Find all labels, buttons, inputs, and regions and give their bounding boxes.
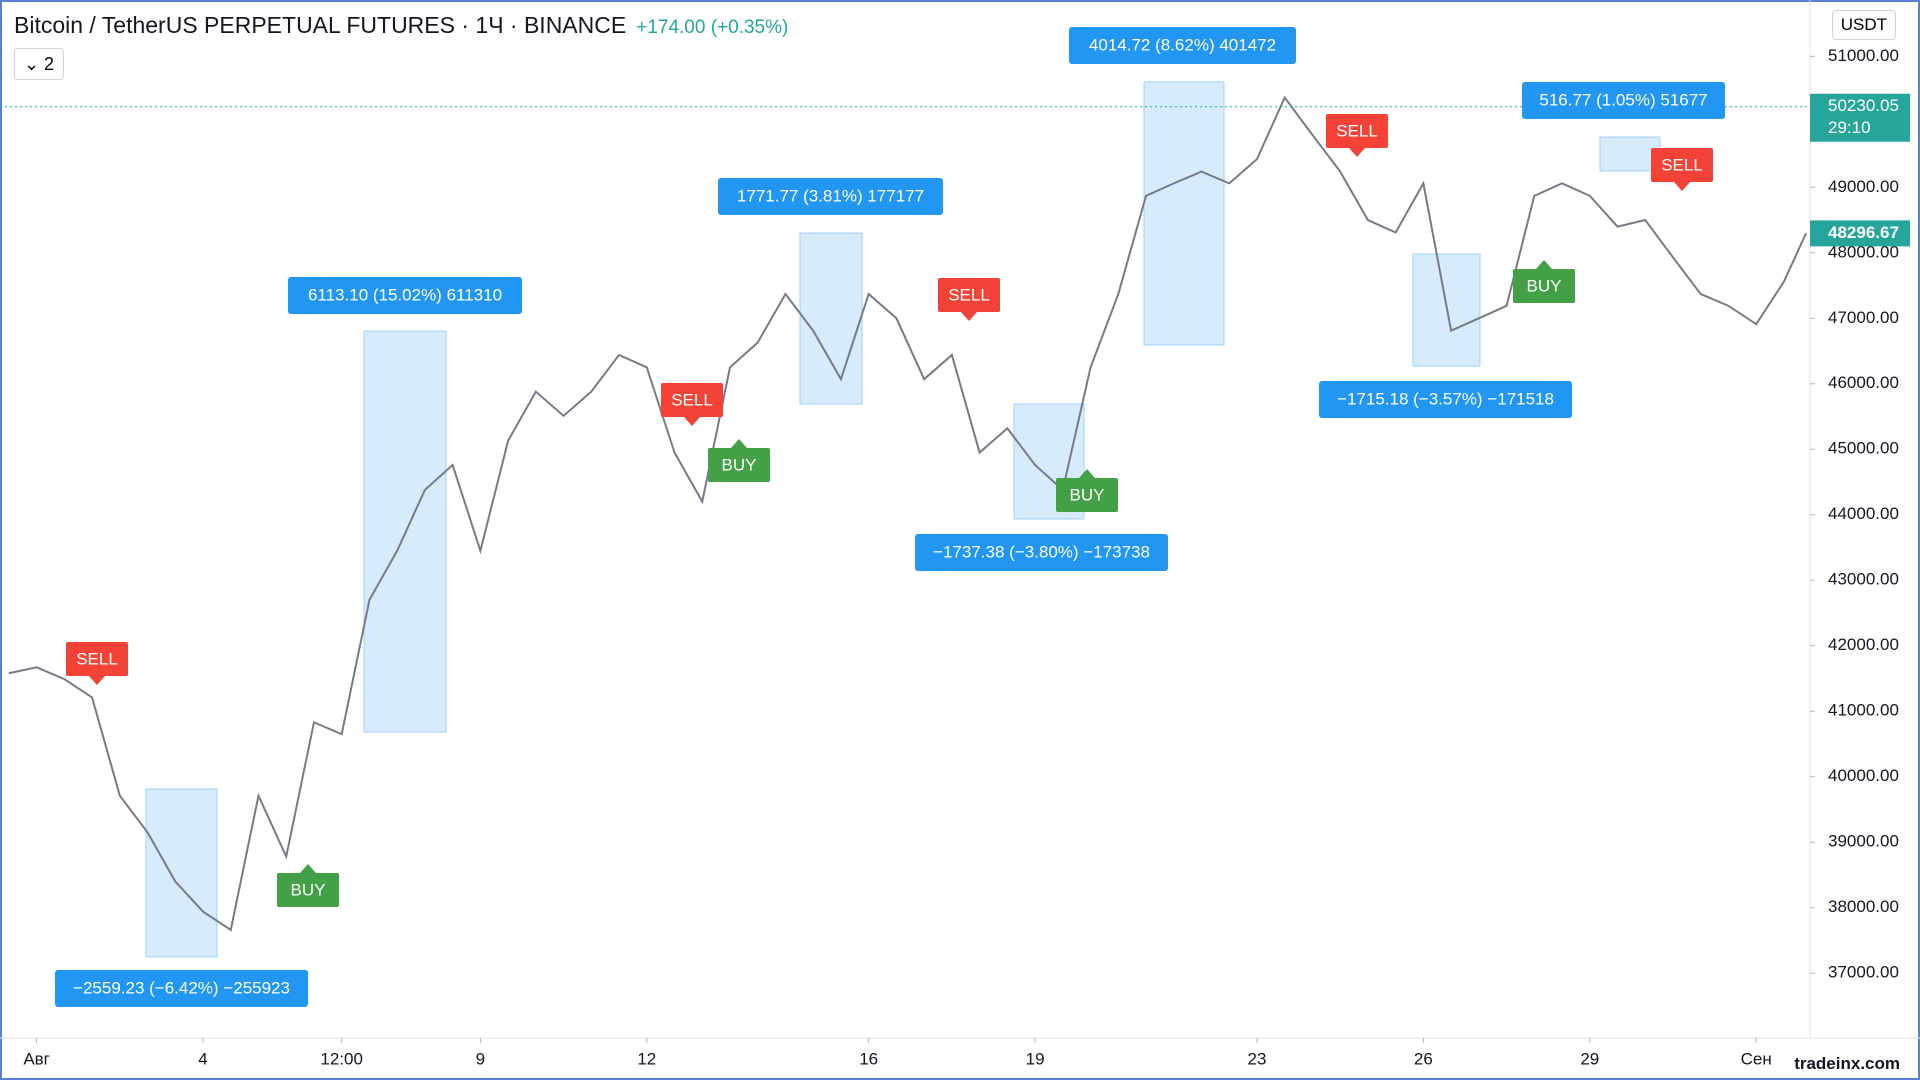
signal-label: SELL	[948, 285, 990, 304]
x-tick-label: 26	[1414, 1049, 1433, 1068]
annotation-label: 516.77 (1.05%) 51677	[1539, 90, 1707, 109]
annotation-label: 1771.77 (3.81%) 177177	[737, 186, 924, 205]
signal-label: SELL	[671, 390, 713, 409]
countdown: 29:10	[1828, 118, 1871, 137]
x-tick-label: 12:00	[320, 1049, 363, 1068]
annotation-box	[55, 970, 308, 1007]
symbol-header: Bitcoin / TetherUS PERPETUAL FUTURES · 1…	[14, 12, 788, 39]
last-price-label: 48296.67	[1828, 223, 1899, 242]
signal-badge	[1651, 148, 1713, 182]
y-tick-label: 41000.00	[1828, 701, 1899, 720]
y-tick-label: 43000.00	[1828, 570, 1899, 589]
signal-label: SELL	[1661, 155, 1703, 174]
signal-badge	[661, 383, 723, 417]
y-tick-label: 37000.00	[1828, 963, 1899, 982]
x-tick-label: 16	[859, 1049, 878, 1068]
last-price-tag	[1810, 220, 1910, 247]
y-tick-label: 39000.00	[1828, 832, 1899, 851]
currency[interactable]: USDT	[1831, 10, 1896, 40]
measure-box	[145, 788, 218, 958]
annotation-label: 6113.10 (15.02%) 611310	[308, 285, 502, 304]
x-tick-label: Авг	[23, 1049, 50, 1068]
signal-badge	[66, 642, 128, 676]
y-tick-label: 40000.00	[1828, 766, 1899, 785]
signal-badge	[1326, 114, 1388, 148]
signal-pointer	[961, 312, 977, 321]
x-tick-label: 29	[1580, 1049, 1599, 1068]
signal-pointer	[1536, 260, 1552, 269]
mark-price-tag	[1810, 93, 1910, 142]
y-tick-label: 46000.00	[1828, 373, 1899, 392]
signal-badge	[277, 873, 339, 907]
annotation-label: 4014.72 (8.62%) 401472	[1089, 35, 1276, 54]
x-tick-label: 4	[198, 1049, 207, 1068]
signal-label: BUY	[722, 455, 757, 474]
mark-price-label: 50230.05	[1828, 96, 1899, 115]
signal-label: BUY	[291, 880, 326, 899]
y-tick-label: 49000.00	[1828, 177, 1899, 196]
signal-pointer	[1349, 148, 1365, 157]
y-tick-label: 45000.00	[1828, 439, 1899, 458]
annotation-label: −1715.18 (−3.57%) −171518	[1337, 389, 1554, 408]
signal-pointer	[684, 417, 700, 426]
annotation-box	[718, 178, 943, 215]
y-tick-label: 47000.00	[1828, 308, 1899, 327]
symbol: Bitcoin / TetherUS PERPETUAL FUTURES · 1…	[14, 12, 627, 38]
y-tick-label: 38000.00	[1828, 897, 1899, 916]
annotation-box	[1069, 27, 1296, 64]
signal-badge	[1513, 269, 1575, 303]
y-tick-label: 48000.00	[1828, 242, 1899, 261]
x-tick-label: Сен	[1741, 1049, 1772, 1068]
signal-pointer	[300, 864, 316, 873]
price-line	[8, 95, 1808, 932]
annotation-box	[1319, 381, 1572, 418]
signal-pointer	[1079, 469, 1095, 478]
annotation-label: −1737.38 (−3.80%) −173738	[933, 542, 1150, 561]
watermark: tradeinx.com	[1794, 1054, 1900, 1073]
signal-label: BUY	[1527, 276, 1562, 295]
indicator-toggle[interactable]: ⌄ 2	[14, 48, 64, 80]
annotation-label: −2559.23 (−6.42%) −255923	[73, 978, 290, 997]
signal-badge	[938, 278, 1000, 312]
change: +174.00 (+0.35%)	[636, 17, 789, 38]
measure-box	[799, 232, 863, 405]
y-tick-label: 51000.00	[1828, 46, 1899, 65]
signal-badge	[708, 448, 770, 482]
signal-pointer	[89, 676, 105, 685]
signal-label: SELL	[1336, 121, 1378, 140]
x-tick-label: 23	[1247, 1049, 1266, 1068]
annotation-box	[288, 277, 522, 314]
measure-box	[363, 330, 447, 733]
x-tick-label: 9	[476, 1049, 485, 1068]
signal-label: BUY	[1070, 485, 1105, 504]
signal-badge	[1056, 478, 1118, 512]
x-tick-label: 12	[637, 1049, 656, 1068]
y-tick-label: 44000.00	[1828, 504, 1899, 523]
signal-label: SELL	[76, 649, 118, 668]
signal-pointer	[731, 439, 747, 448]
signal-pointer	[1674, 182, 1690, 191]
measure-boxes	[145, 81, 1661, 958]
measure-box	[1599, 136, 1661, 172]
annotation-box	[1522, 82, 1725, 119]
annotation-box	[915, 534, 1168, 571]
y-tick-label: 42000.00	[1828, 635, 1899, 654]
indicator-count: 2	[44, 54, 55, 74]
measure-box	[1143, 81, 1225, 346]
x-tick-label: 19	[1026, 1049, 1045, 1068]
